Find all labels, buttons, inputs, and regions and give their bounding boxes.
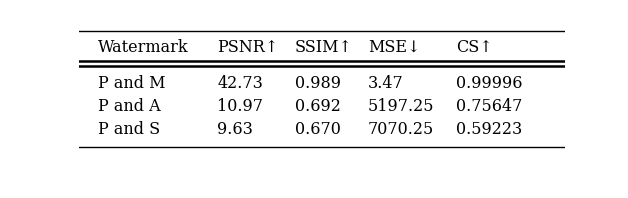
- Text: Watermark: Watermark: [98, 39, 188, 56]
- Text: P and S: P and S: [98, 121, 160, 138]
- Text: 10.97: 10.97: [217, 98, 263, 115]
- Text: PSNR↑: PSNR↑: [217, 39, 278, 56]
- Text: CS↑: CS↑: [456, 39, 492, 56]
- Text: 0.692: 0.692: [295, 98, 341, 115]
- Text: P and M: P and M: [98, 75, 165, 92]
- Text: 0.989: 0.989: [295, 75, 341, 92]
- Text: 0.670: 0.670: [295, 121, 341, 138]
- Text: SSIM↑: SSIM↑: [295, 39, 353, 56]
- Text: 0.75647: 0.75647: [456, 98, 522, 115]
- Text: 0.59223: 0.59223: [456, 121, 522, 138]
- Text: 9.63: 9.63: [217, 121, 253, 138]
- Text: 0.99996: 0.99996: [456, 75, 522, 92]
- Text: 7070.25: 7070.25: [368, 121, 435, 138]
- Text: MSE↓: MSE↓: [368, 39, 421, 56]
- Text: 5197.25: 5197.25: [368, 98, 435, 115]
- Text: 42.73: 42.73: [217, 75, 263, 92]
- Text: P and A: P and A: [98, 98, 161, 115]
- Text: 3.47: 3.47: [368, 75, 404, 92]
